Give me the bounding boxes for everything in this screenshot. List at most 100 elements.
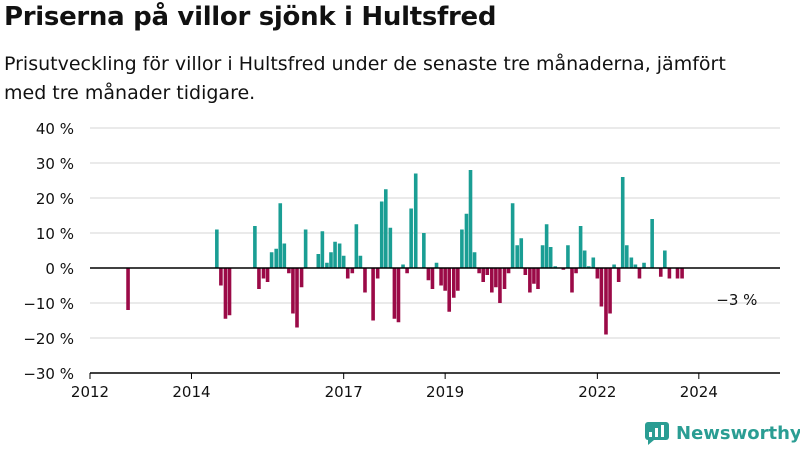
bar [604,268,608,335]
bar [570,268,574,293]
bar [663,250,667,268]
bar [532,268,536,284]
bar [637,268,642,279]
bar [447,268,452,312]
bar [215,229,219,268]
bar [667,268,672,279]
y-tick-label: −10 % [23,295,74,313]
bar [675,268,680,279]
bar [608,268,612,314]
bar [422,233,426,268]
x-tick-label: 2014 [172,383,210,401]
bar [333,241,337,268]
bar [599,268,604,307]
x-tick-label: 2022 [578,383,616,401]
bar [490,268,494,293]
bar [126,268,130,310]
x-tick-label: 2019 [426,383,464,401]
bar [553,266,558,268]
bar [439,268,443,286]
bar [481,268,485,282]
last-value-annotation: −3 % [716,291,757,309]
bar [299,268,304,288]
bar [363,268,367,293]
bars [126,170,684,335]
bar [392,268,397,319]
bar [388,227,393,268]
bar [345,268,350,279]
bar [303,229,308,268]
brand-logo: Newsworthy [644,419,800,447]
bar [261,268,266,279]
bar [650,219,654,268]
bar [337,243,342,268]
bar [434,262,439,268]
bar [219,268,223,286]
bar [498,268,502,303]
bar [616,268,621,282]
bar [578,226,583,268]
bar [680,268,684,279]
bar [396,268,401,323]
bar [574,268,578,274]
y-tick-label: 30 % [36,155,74,173]
bar [502,268,507,289]
bar [528,268,532,293]
bar [460,229,464,268]
bar [468,170,473,268]
bar [506,268,511,274]
x-tick-label: 2017 [325,383,363,401]
bar [358,255,363,268]
bar [426,268,431,281]
bar [544,224,549,268]
chart-subtitle: Prisutveckling för villor i Hultsfred un… [4,53,726,104]
bar [278,203,283,268]
bar [375,268,380,279]
bar [443,268,447,291]
y-tick-label: 0 % [45,260,74,278]
bar [477,268,481,274]
bar [430,268,435,289]
bar [383,189,388,268]
bar [624,245,629,268]
gridlines [90,127,780,374]
bar [561,268,566,270]
y-axis-tick-labels: 40 % 30 % 20 % 10 % 0 % −10 % −20 % −30 % [23,120,74,383]
bar [379,201,384,268]
x-tick-label: 2012 [71,383,109,401]
bar [265,268,270,282]
y-tick-label: 10 % [36,225,74,243]
bar [405,268,409,274]
bar [523,268,528,275]
bar [629,257,634,268]
bar [227,268,232,316]
bar [582,250,587,268]
x-axis: 2012 2014 2017 2019 2022 2024 [71,372,780,401]
y-tick-label: 20 % [36,190,74,208]
bar [620,177,625,268]
bar [591,257,596,268]
annotations: −3 % [716,291,757,309]
bar [274,248,278,268]
newsworthy-logo-icon [645,422,669,445]
bar [282,243,287,268]
bar [633,264,638,268]
bar [612,264,616,268]
bar [354,224,359,268]
y-tick-label: −20 % [23,330,74,348]
bar [371,268,375,321]
bar [519,238,524,268]
bar [658,268,663,277]
bar [536,268,540,289]
bar [586,266,591,268]
brand-name: Newsworthy [676,422,800,444]
bar [494,268,498,288]
bar [540,245,545,268]
bar [456,268,460,291]
bar [295,268,299,328]
bar [223,268,228,319]
bar [510,203,515,268]
bar [325,262,329,268]
bar [329,252,333,268]
